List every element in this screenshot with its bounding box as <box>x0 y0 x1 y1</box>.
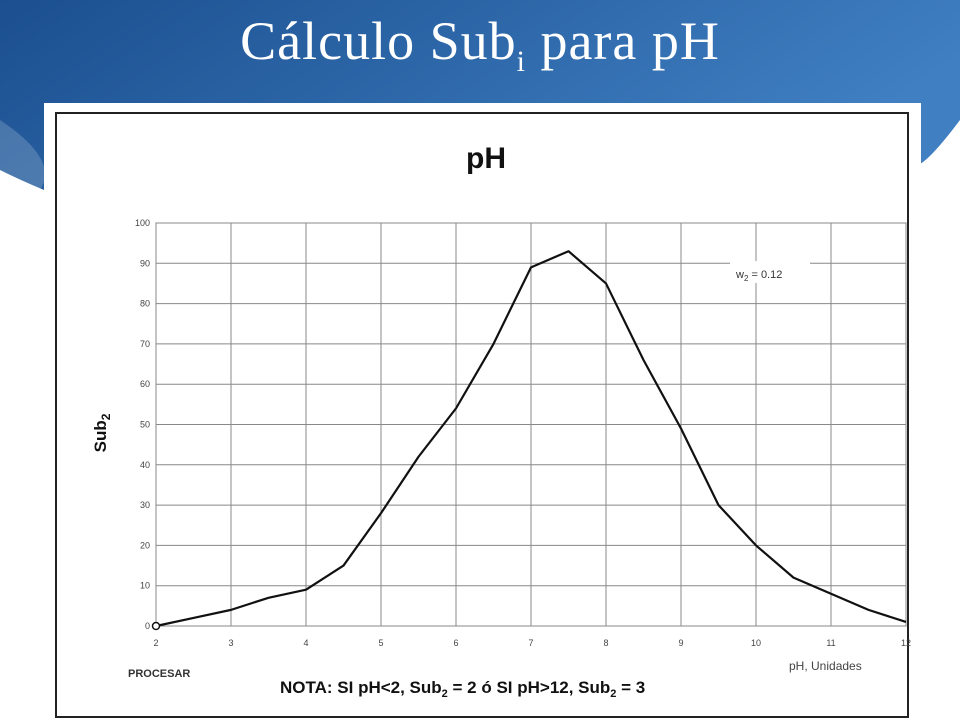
y-tick-label: 70 <box>140 339 150 349</box>
x-tick-label: 8 <box>603 638 608 648</box>
chart-title: pH <box>466 142 506 175</box>
tick-layer: 2 3 4 5 6 7 8 9 10 11 12 0 10 20 30 40 50 60 70 80 90 100 <box>135 218 911 648</box>
x-tick-label: 2 <box>153 638 158 648</box>
note-part-1: NOTA: SI pH<2, Sub <box>280 678 442 697</box>
y-tick-label: 90 <box>140 258 150 268</box>
note-sub-1: 2 <box>442 688 448 700</box>
header-band <box>0 0 960 190</box>
annotation-box: w2 = 0.12 <box>730 261 810 283</box>
y-axis-label-sub: 2 <box>99 413 113 420</box>
annotation-background <box>730 261 810 283</box>
annotation-text: w2 = 0.12 <box>735 269 782 283</box>
y-tick-label: 40 <box>140 460 150 470</box>
y-axis-label-main: Sub <box>91 420 110 452</box>
x-tick-label: 7 <box>528 638 533 648</box>
header-band-shape <box>0 0 960 190</box>
footer-procesar: PROCESAR <box>128 668 190 680</box>
slide-title-main: Cálculo Sub <box>240 11 517 71</box>
footer-note: NOTA: SI pH<2, Sub2 = 2 ó SI pH>12, Sub2… <box>280 678 645 700</box>
slide-title: Cálculo Subi para pH <box>0 10 960 79</box>
annotation-prefix: w <box>735 269 744 281</box>
y-tick-label: 100 <box>135 218 150 228</box>
y-tick-label: 60 <box>140 379 150 389</box>
x-tick-label: 11 <box>826 638 835 648</box>
x-tick-label: 6 <box>453 638 458 648</box>
chart-frame <box>55 112 909 718</box>
note-sub-2: 2 <box>610 688 616 700</box>
y-tick-label: 0 <box>145 621 150 631</box>
y-tick-label: 20 <box>140 540 150 550</box>
y-tick-label: 10 <box>140 581 150 591</box>
note-part-3: = 3 <box>616 678 645 697</box>
y-axis-label: Sub2 <box>91 413 113 452</box>
x-tick-label: 12 <box>901 638 911 648</box>
y-tick-label: 30 <box>140 500 150 510</box>
x-tick-label: 9 <box>678 638 683 648</box>
x-tick-label: 3 <box>228 638 233 648</box>
x-axis-label: pH, Unidades <box>789 659 862 673</box>
header-band-highlight <box>0 120 45 190</box>
slide-title-tail: para pH <box>525 11 720 71</box>
slide-title-subscript: i <box>516 44 526 78</box>
annotation-sub: 2 <box>744 274 749 283</box>
data-point <box>151 621 161 631</box>
y-tick-label: 80 <box>140 299 150 309</box>
x-tick-label: 4 <box>303 638 308 648</box>
note-part-2: = 2 ó SI pH>12, Sub <box>448 678 611 697</box>
x-tick-label: 10 <box>751 638 761 648</box>
point-layer <box>151 251 907 631</box>
x-tick-label: 5 <box>378 638 383 648</box>
annotation-rest: = 0.12 <box>748 269 782 281</box>
y-tick-label: 50 <box>140 420 150 430</box>
chart-panel: 2 3 4 5 6 7 8 9 10 11 12 0 10 20 30 40 50 60 70 80 90 100 pH … <box>44 103 921 720</box>
